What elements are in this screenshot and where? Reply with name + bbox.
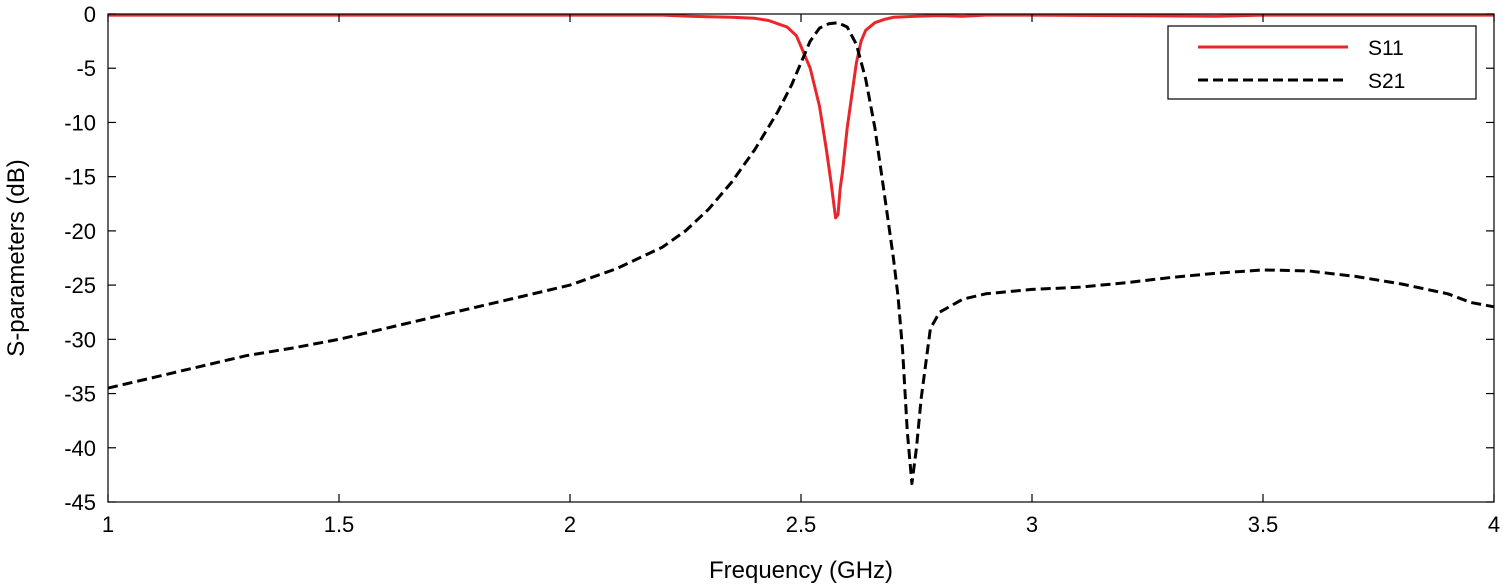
y-axis-label: S-parameters (dB) — [3, 159, 30, 356]
y-tick-label: -25 — [64, 273, 96, 298]
series-layer — [107, 13, 1495, 486]
y-tick-label: -40 — [64, 436, 96, 461]
x-tick-label: 2.5 — [786, 512, 817, 537]
y-tick-label: 0 — [84, 2, 96, 27]
axis-ticks: 1 1.5 2 2.5 3 3.5 4 0 -5 -10 -15 -20 -25 -30 -35 -40 -45 — [64, 2, 1500, 537]
y-tick-label: -45 — [64, 490, 96, 515]
x-tick-label: 1.5 — [324, 512, 355, 537]
x-tick-label: 2 — [564, 512, 576, 537]
series-line-s21 — [107, 21, 1495, 486]
legend-label-s11: S11 — [1368, 37, 1404, 60]
y-tick-label: -5 — [76, 56, 96, 81]
y-tick-label: -10 — [64, 110, 96, 135]
legend-box — [1167, 25, 1477, 100]
legend-label-s21: S21 — [1368, 70, 1405, 93]
y-tick-label: -15 — [64, 165, 96, 190]
x-tick-label: 3 — [1026, 512, 1038, 537]
series-line-s11 — [108, 13, 1494, 220]
x-tick-label: 3.5 — [1248, 512, 1279, 537]
x-tick-label: 1 — [102, 512, 114, 537]
y-tick-label: -30 — [64, 327, 96, 352]
y-tick-label: -35 — [64, 382, 96, 407]
x-axis-label: Frequency (GHz) — [709, 557, 893, 584]
x-tick-label: 4 — [1488, 512, 1500, 537]
y-tick-label: -20 — [64, 219, 96, 244]
